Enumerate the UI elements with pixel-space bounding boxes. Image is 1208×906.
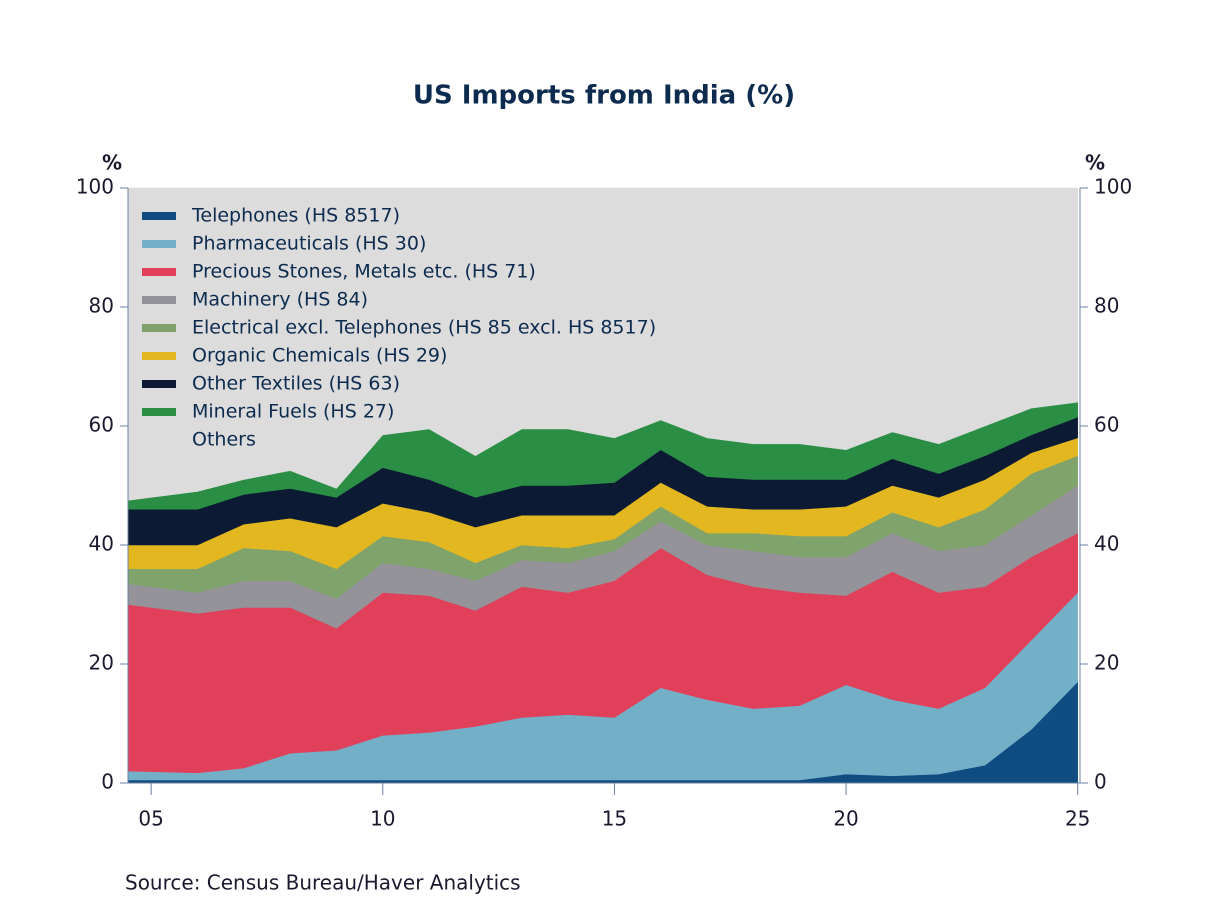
y2-unit-label: % [1085,151,1105,175]
y2-tick-label: 0 [1094,770,1107,794]
x-tick-label: 25 [1065,807,1090,831]
x-tick-label: 10 [370,807,395,831]
legend-label: Organic Chemicals (HS 29) [192,345,447,367]
x-tick-label: 05 [138,807,163,831]
legend-swatch [142,436,176,444]
legend-swatch [142,380,176,388]
legend-label: Mineral Fuels (HS 27) [192,401,394,423]
y-tick-label: 80 [89,294,114,318]
legend-swatch [142,296,176,304]
source: Source: Census Bureau/Haver Analytics [125,871,521,895]
y2-tick-label: 80 [1094,294,1119,318]
y-unit-label: % [102,151,122,175]
legend-label: Precious Stones, Metals etc. (HS 71) [192,261,536,283]
legend-swatch [142,324,176,332]
y-tick-label: 100 [76,175,114,199]
legend-swatch [142,268,176,276]
legend-label: Others [192,429,256,451]
legend-label: Machinery (HS 84) [192,289,368,311]
x-tick-label: 15 [602,807,627,831]
y2-tick-label: 20 [1094,651,1119,675]
y-tick-label: 60 [89,413,114,437]
y2-tick-label: 40 [1094,532,1119,556]
y-tick-label: 0 [101,770,114,794]
legend-label: Electrical excl. Telephones (HS 85 excl.… [192,317,656,339]
y-tick-label: 20 [89,651,114,675]
area [127,187,1078,501]
y2-tick-label: 60 [1094,413,1119,437]
legend-label: Other Textiles (HS 63) [192,373,400,395]
legend-label: Pharmaceuticals (HS 30) [192,233,426,255]
legend-swatch [142,352,176,360]
chart-title: US Imports from India (%) [413,81,795,111]
legend-swatch [142,240,176,248]
legend-label: Telephones (HS 8517) [191,205,400,227]
y-tick-label: 40 [89,532,114,556]
legend-swatch [142,408,176,416]
legend-swatch [142,212,176,220]
x-tick-label: 20 [833,807,858,831]
y2-tick-label: 100 [1094,175,1132,199]
